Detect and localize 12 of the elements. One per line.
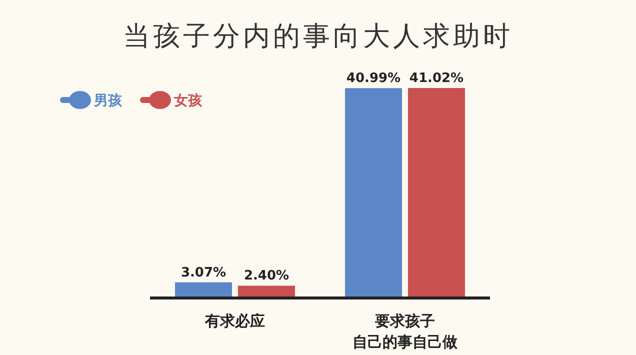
- data-label: 40.99%: [346, 71, 401, 86]
- data-label: 41.02%: [409, 71, 464, 86]
- data-label: 3.07%: [180, 265, 226, 280]
- chart-title: 当孩子分内的事向大人求助时: [123, 21, 513, 52]
- bar: [345, 88, 402, 298]
- bar: [238, 286, 295, 298]
- x-tick-label: 有求必应: [204, 312, 265, 330]
- data-label: 2.40%: [244, 268, 290, 284]
- legend-label: 男孩: [93, 92, 123, 109]
- bar: [408, 88, 465, 298]
- x-tick-label: 要求孩子自己的事自己做: [352, 312, 458, 351]
- legend-label: 女孩: [173, 92, 203, 109]
